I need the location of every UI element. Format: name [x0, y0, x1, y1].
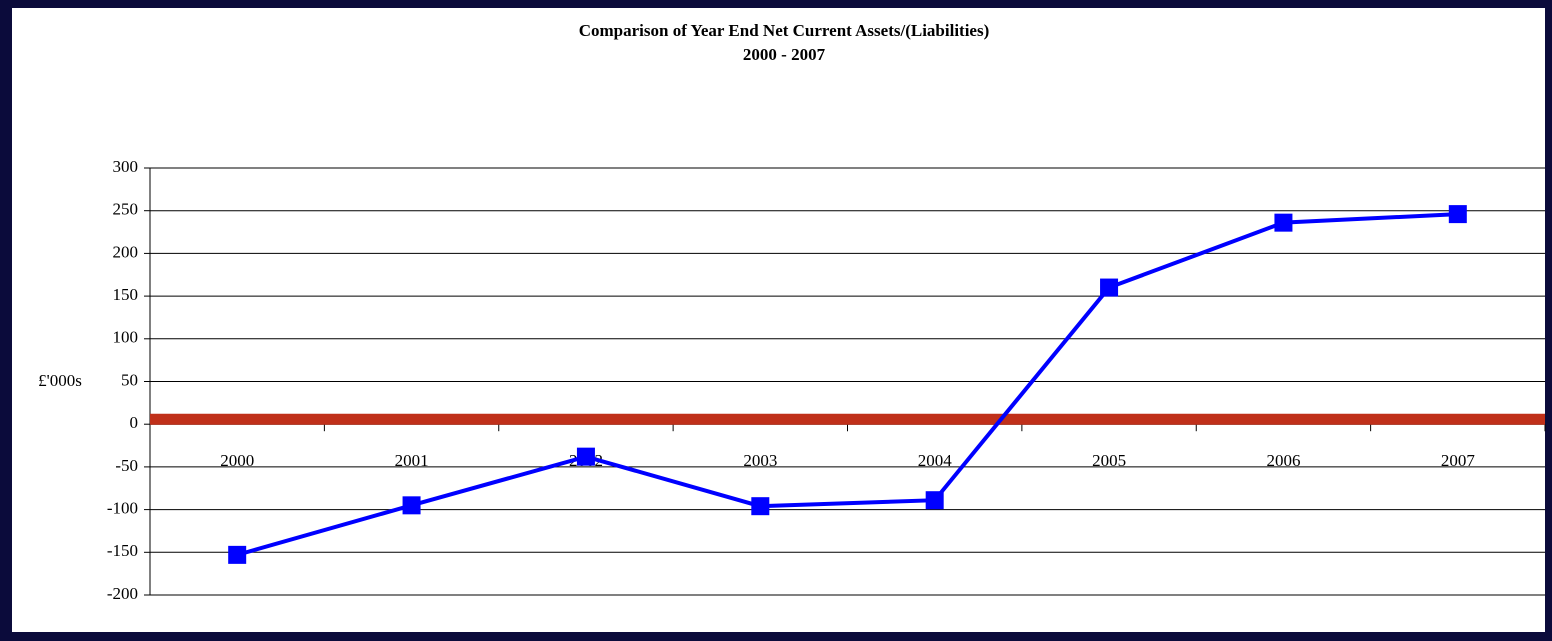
x-tick-label: 2007: [1441, 451, 1476, 470]
y-tick-label: 150: [113, 285, 139, 304]
y-tick-label: -50: [115, 456, 138, 475]
marker: [1448, 205, 1467, 224]
y-tick-label: 250: [113, 200, 139, 219]
y-tick-label: 200: [113, 242, 139, 261]
x-tick-label: 2005: [1092, 451, 1126, 470]
y-tick-label: -150: [107, 541, 138, 560]
marker: [1100, 278, 1119, 297]
y-tick-label: 300: [113, 157, 139, 176]
chart-subtitle: 2000 - 2007: [743, 45, 826, 64]
chart-area: [12, 8, 1545, 632]
marker: [751, 497, 770, 516]
chart-title: Comparison of Year End Net Current Asset…: [579, 21, 990, 40]
y-tick-label: -100: [107, 499, 138, 518]
y-tick-label: 100: [113, 328, 139, 347]
x-tick-label: 2000: [220, 451, 254, 470]
y-axis-label: £'000s: [38, 371, 82, 390]
marker: [925, 491, 944, 510]
marker: [402, 496, 421, 515]
x-tick-label: 2003: [743, 451, 777, 470]
x-tick-label: 2006: [1266, 451, 1300, 470]
x-tick-label: 2004: [918, 451, 953, 470]
marker: [228, 545, 247, 564]
marker: [576, 447, 595, 466]
x-tick-label: 2001: [395, 451, 429, 470]
y-tick-label: 50: [121, 370, 138, 389]
y-tick-label: 0: [130, 413, 139, 432]
series-line: [236, 212, 1458, 557]
marker: [1274, 213, 1293, 232]
y-tick-label: -200: [107, 584, 138, 603]
